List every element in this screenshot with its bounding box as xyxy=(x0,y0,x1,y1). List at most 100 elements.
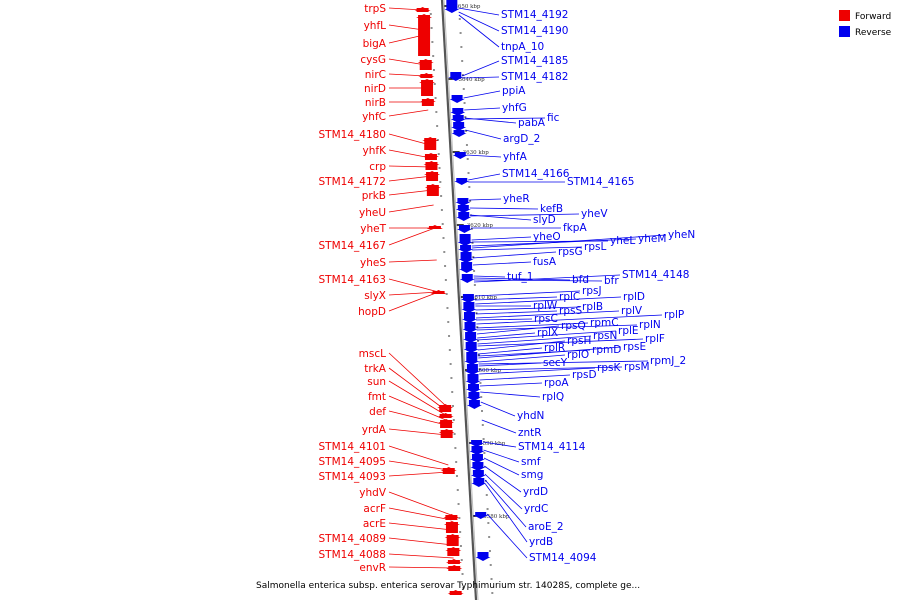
forward-gene-label: acrF xyxy=(363,503,386,515)
reverse-gene-block xyxy=(446,0,458,9)
reverse-leader-line xyxy=(464,117,546,120)
forward-leader-line xyxy=(388,522,453,531)
reverse-gene-block xyxy=(471,446,483,451)
reverse-leader-line xyxy=(473,275,506,278)
forward-leader-line xyxy=(388,460,449,471)
reverse-gene-block xyxy=(457,205,469,209)
reverse-leader-line xyxy=(472,261,532,266)
forward-gene-block xyxy=(446,535,459,546)
reverse-gene-arrow xyxy=(459,279,475,283)
forward-gene-label: cysG xyxy=(360,54,386,66)
reverse-gene-label: rpsN xyxy=(593,330,617,342)
forward-leader-line xyxy=(388,24,424,31)
forward-gene-label: STM14_4172 xyxy=(319,176,386,188)
forward-gene-block xyxy=(426,172,439,181)
reverse-leader-line xyxy=(479,374,571,381)
forward-leader-line xyxy=(388,149,432,159)
reverse-gene-label: rplD xyxy=(623,291,645,303)
reverse-gene-label: yheV xyxy=(581,208,608,220)
reverse-gene-label: rpsL xyxy=(584,241,606,253)
reverse-gene-arrow xyxy=(461,309,477,313)
reverse-gene-arrow xyxy=(450,119,466,123)
backbone-shadow xyxy=(443,0,479,600)
forward-gene-block xyxy=(447,548,460,556)
forward-gene-label: yrdA xyxy=(362,424,387,436)
forward-gene-label: prkB xyxy=(362,190,386,202)
genome-caption: Salmonella enterica subsp. enterica sero… xyxy=(256,581,640,591)
reverse-gene-label: STM14_4192 xyxy=(501,9,568,21)
forward-gene-block xyxy=(418,15,431,56)
reverse-leader-line xyxy=(481,419,517,434)
reverse-gene-arrow xyxy=(457,242,473,246)
forward-gene-arrow xyxy=(416,14,433,18)
reverse-gene-label: rplW xyxy=(533,300,558,312)
forward-gene-arrow xyxy=(440,467,457,471)
reverse-leader-line xyxy=(473,274,621,283)
reverse-gene-label: rpsQ xyxy=(561,320,586,332)
forward-leader-line xyxy=(388,58,426,66)
reverse-gene-label: rplX xyxy=(537,327,558,339)
reverse-leader-line xyxy=(484,465,522,493)
forward-leader-line xyxy=(388,165,432,168)
reverse-leader-line xyxy=(472,234,667,249)
reverse-gene-label: rplB xyxy=(582,301,603,313)
reverse-leader-line xyxy=(483,457,520,476)
reverse-gene-label: kefB xyxy=(540,203,563,215)
reverse-gene-label: argD_2 xyxy=(503,133,540,145)
gene-blocks xyxy=(414,0,491,595)
reverse-gene-label: rplR xyxy=(544,342,565,354)
forward-gene-label: fmt xyxy=(368,391,386,403)
reverse-gene-arrow xyxy=(449,99,465,103)
forward-gene-label: nirC xyxy=(365,69,386,81)
reverse-leader-line xyxy=(476,318,533,321)
reverse-leader-line xyxy=(479,382,543,387)
forward-gene-arrow xyxy=(424,184,441,188)
reverse-leader-line xyxy=(458,11,500,32)
forward-leader-line xyxy=(388,34,425,44)
reverse-leader-line xyxy=(478,354,566,363)
reverse-gene-label: STM14_4148 xyxy=(622,269,689,281)
reverse-leader-line xyxy=(458,7,500,16)
reverse-gene-block xyxy=(466,364,478,371)
forward-gene-arrow xyxy=(419,79,436,83)
reverse-gene-arrow xyxy=(456,217,472,221)
forward-gene-block xyxy=(440,430,453,438)
legend: Forward Reverse xyxy=(839,10,892,38)
reverse-gene-arrow xyxy=(450,112,466,116)
reverse-leader-line xyxy=(476,314,663,325)
forward-gene-label: mscL xyxy=(359,348,386,360)
reverse-gene-label: rpsD xyxy=(572,369,597,381)
reverse-gene-arrow xyxy=(463,339,479,343)
forward-gene-block xyxy=(440,420,453,428)
forward-leader-line xyxy=(388,507,452,521)
forward-gene-arrow xyxy=(424,171,441,175)
reverse-gene-block xyxy=(468,400,480,405)
reverse-gene-arrow xyxy=(444,9,460,13)
reverse-gene-block xyxy=(460,245,472,249)
leader-lines xyxy=(388,7,667,569)
reverse-gene-arrow xyxy=(470,467,486,471)
forward-leader-line xyxy=(388,204,434,213)
reverse-gene-block xyxy=(458,212,470,217)
reverse-gene-arrow xyxy=(455,202,471,206)
forward-gene-block xyxy=(421,80,434,96)
reverse-gene-arrow xyxy=(456,229,472,233)
forward-leader-line xyxy=(388,133,431,146)
forward-gene-label: yheU xyxy=(359,207,386,219)
reverse-leader-line xyxy=(473,277,571,281)
reverse-leader-line xyxy=(475,306,581,311)
reverse-gene-label: rplC xyxy=(559,291,580,303)
forward-gene-label: STM14_4089 xyxy=(319,533,386,545)
reverse-gene-block xyxy=(468,392,480,397)
legend-forward-swatch xyxy=(839,10,850,21)
reverse-leader-line xyxy=(464,107,501,111)
reverse-gene-label: secY xyxy=(543,357,568,369)
reverse-gene-label: smf xyxy=(521,456,541,468)
reverse-leader-line xyxy=(474,290,581,297)
reverse-gene-arrow xyxy=(451,127,467,131)
reverse-gene-block xyxy=(472,470,484,475)
forward-gene-label: STM14_4163 xyxy=(319,274,386,286)
reverse-gene-arrow xyxy=(465,389,481,393)
forward-leader-line xyxy=(388,537,453,546)
forward-leader-line xyxy=(388,471,449,477)
